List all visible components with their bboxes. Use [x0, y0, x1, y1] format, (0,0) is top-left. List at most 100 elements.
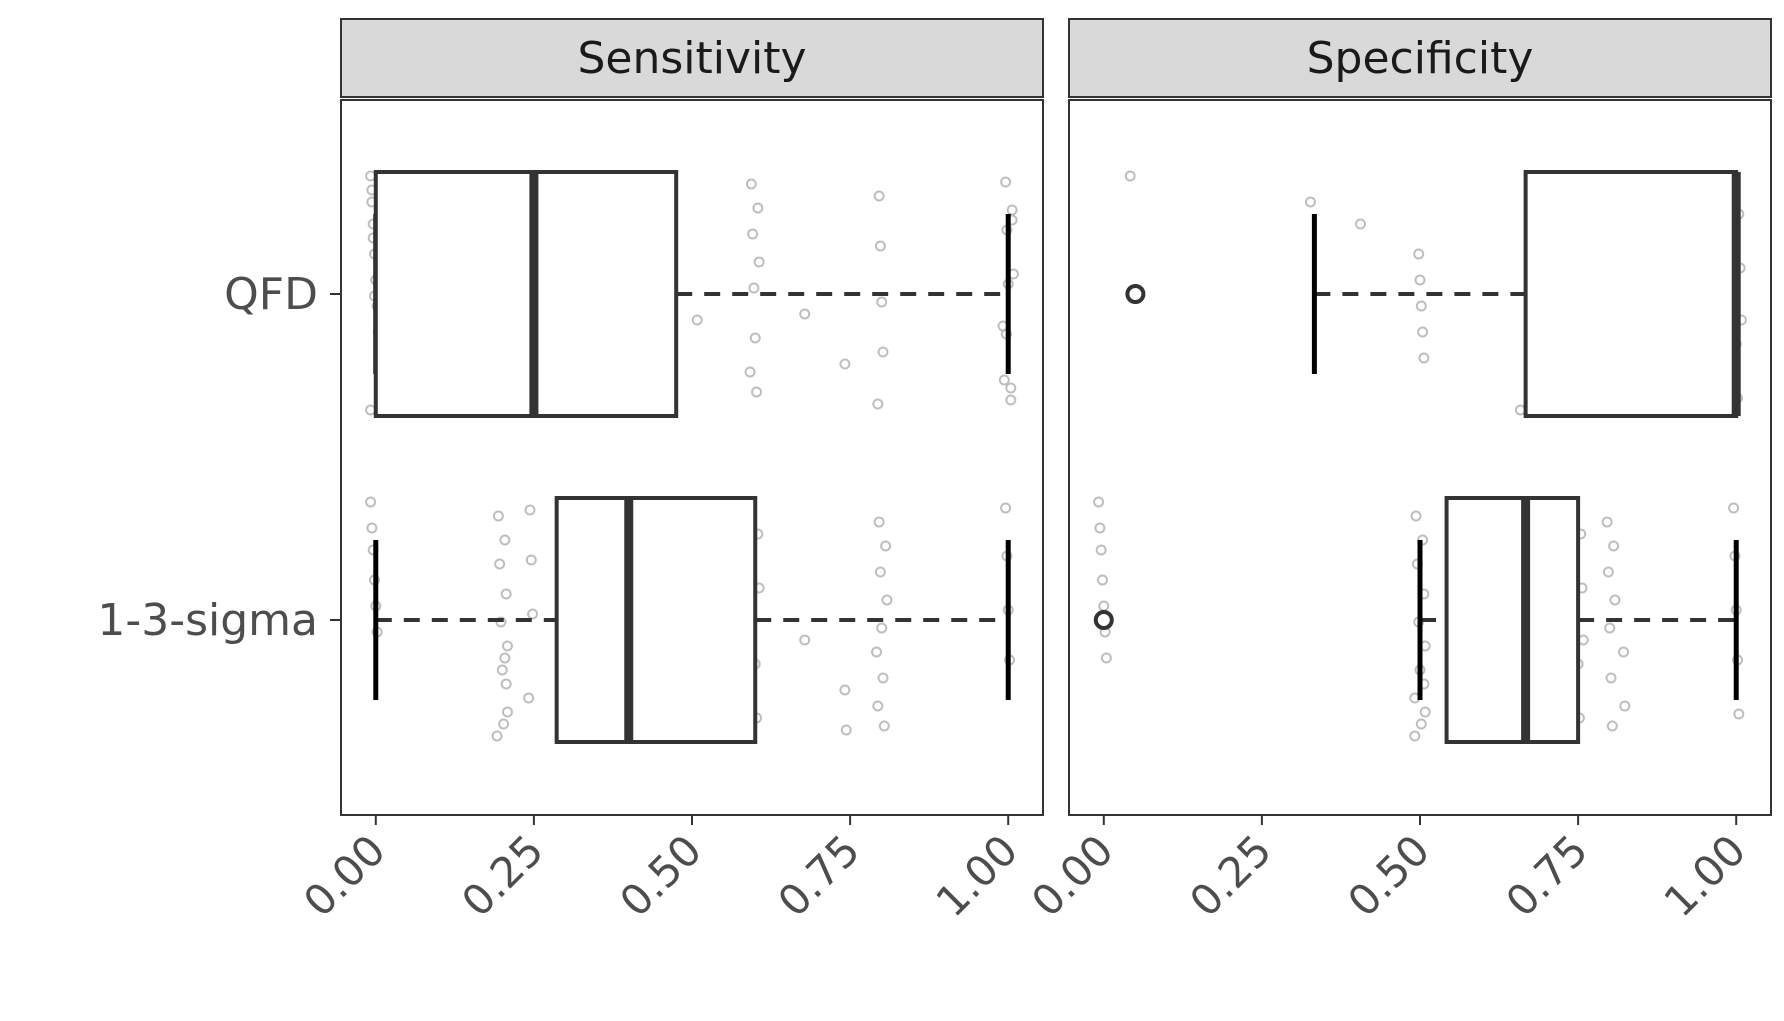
jitter-point	[799, 634, 811, 646]
jitter-point	[501, 706, 513, 718]
jitter-point	[874, 240, 886, 252]
y-category-label: 1-3-sigma	[97, 595, 318, 646]
jitter-point	[753, 256, 765, 268]
jitter-point	[1414, 274, 1426, 286]
x-tick-label: 0.75	[1496, 825, 1597, 926]
jitter-point	[1005, 382, 1017, 394]
jitter-point	[1354, 218, 1366, 230]
x-tick-label: 0.00	[1022, 825, 1123, 926]
strip-label: Specificity	[1307, 33, 1534, 84]
strip-header	[1068, 18, 1772, 98]
jitter-point	[1000, 176, 1012, 188]
jitter-point	[1094, 522, 1106, 534]
x-tick-label: 0.25	[1180, 825, 1281, 926]
jitter-point	[499, 534, 511, 546]
jitter-point	[1006, 204, 1018, 216]
jitter-point	[1733, 708, 1745, 720]
jitter-point	[752, 202, 764, 214]
jitter-point	[1605, 672, 1617, 684]
jitter-point	[839, 358, 851, 370]
x-tick-label: 0.00	[294, 825, 395, 926]
jitter-point	[1417, 326, 1429, 338]
jitter-point	[496, 664, 508, 676]
jitter-point	[491, 730, 503, 742]
box-qfd	[1125, 170, 1741, 418]
jitter-point	[500, 678, 512, 690]
jitter-point	[998, 374, 1010, 386]
jitter-point	[500, 588, 512, 600]
panels-layer: Sensitivity 0.00 0.25 0.50 0.75 1.00 Specifici…	[294, 18, 1772, 926]
jitter-point	[1604, 622, 1616, 634]
jitter-point	[799, 308, 811, 320]
jitter-point	[1609, 594, 1621, 606]
x-tick-label: 0.25	[452, 825, 553, 926]
box-qfd	[373, 170, 1011, 418]
jitter-point	[1618, 646, 1630, 658]
jitter-point	[1000, 502, 1012, 514]
x-tick-label: 0.75	[768, 825, 869, 926]
jitter-point	[1096, 574, 1108, 586]
jitter-point	[1095, 544, 1107, 556]
jitter-point	[1304, 196, 1316, 208]
strip-header	[340, 18, 1044, 98]
jitter-point	[501, 640, 513, 652]
jitter-point	[871, 646, 883, 658]
jitter-point	[498, 718, 510, 730]
panel-specificity: Specificity 0.00 0.25 0.50 0.75 1.00	[1022, 18, 1772, 926]
jitter-point	[1124, 170, 1136, 182]
jitter-point	[499, 652, 511, 664]
jitter-point	[1608, 540, 1620, 552]
jitter-point	[751, 386, 763, 398]
outlier-point	[1125, 284, 1146, 304]
jitter-point	[691, 314, 703, 326]
iqr-box	[554, 496, 758, 744]
jitter-point	[1728, 502, 1740, 514]
jitter-point	[1413, 248, 1425, 260]
jitter-point	[877, 672, 889, 684]
strip-label: Sensitivity	[577, 33, 806, 84]
jitter-point	[366, 522, 378, 534]
jitter-point	[881, 594, 893, 606]
jitter-point	[1415, 718, 1427, 730]
jitter-point	[494, 558, 506, 570]
jitter-point	[878, 720, 890, 732]
jitter-point	[492, 510, 504, 522]
jitter-point	[365, 496, 377, 508]
jitter-point	[1601, 516, 1613, 528]
jitter-point	[1602, 566, 1614, 578]
jitter-point	[745, 178, 757, 190]
jitter-point	[748, 282, 760, 294]
box-1-3-sigma	[1093, 496, 1739, 744]
jitter-point	[876, 622, 888, 634]
jitter-point	[1409, 730, 1421, 742]
jitter-point	[874, 566, 886, 578]
jitter-point	[747, 228, 759, 240]
jitter-point	[1419, 706, 1431, 718]
jitter-point	[880, 540, 892, 552]
x-tick-label: 0.50	[610, 825, 711, 926]
jitter-point	[839, 684, 851, 696]
iqr-box	[1523, 170, 1739, 418]
jitter-point	[873, 190, 885, 202]
jitter-point	[749, 332, 761, 344]
jitter-point	[527, 608, 539, 620]
jitter-point	[873, 516, 885, 528]
jitter-point	[1418, 352, 1430, 364]
panel-sensitivity: Sensitivity 0.00 0.25 0.50 0.75 1.00	[294, 18, 1044, 926]
jitter-point	[1005, 394, 1017, 406]
jitter-point	[840, 724, 852, 736]
jitter-point	[524, 504, 536, 516]
jitter-point	[525, 554, 537, 566]
box-1-3-sigma	[373, 496, 1011, 744]
jitter-point	[1619, 700, 1631, 712]
jitter-point	[1415, 300, 1427, 312]
y-axis: QFD 1-3-sigma	[97, 269, 341, 646]
x-tick-label: 0.50	[1338, 825, 1439, 926]
jitter-point	[1606, 720, 1618, 732]
iqr-box	[373, 170, 679, 418]
x-tick-label: 1.00	[927, 825, 1028, 926]
outlier-point	[1093, 610, 1114, 630]
jitter-point	[1093, 496, 1105, 508]
jitter-point	[523, 692, 535, 704]
